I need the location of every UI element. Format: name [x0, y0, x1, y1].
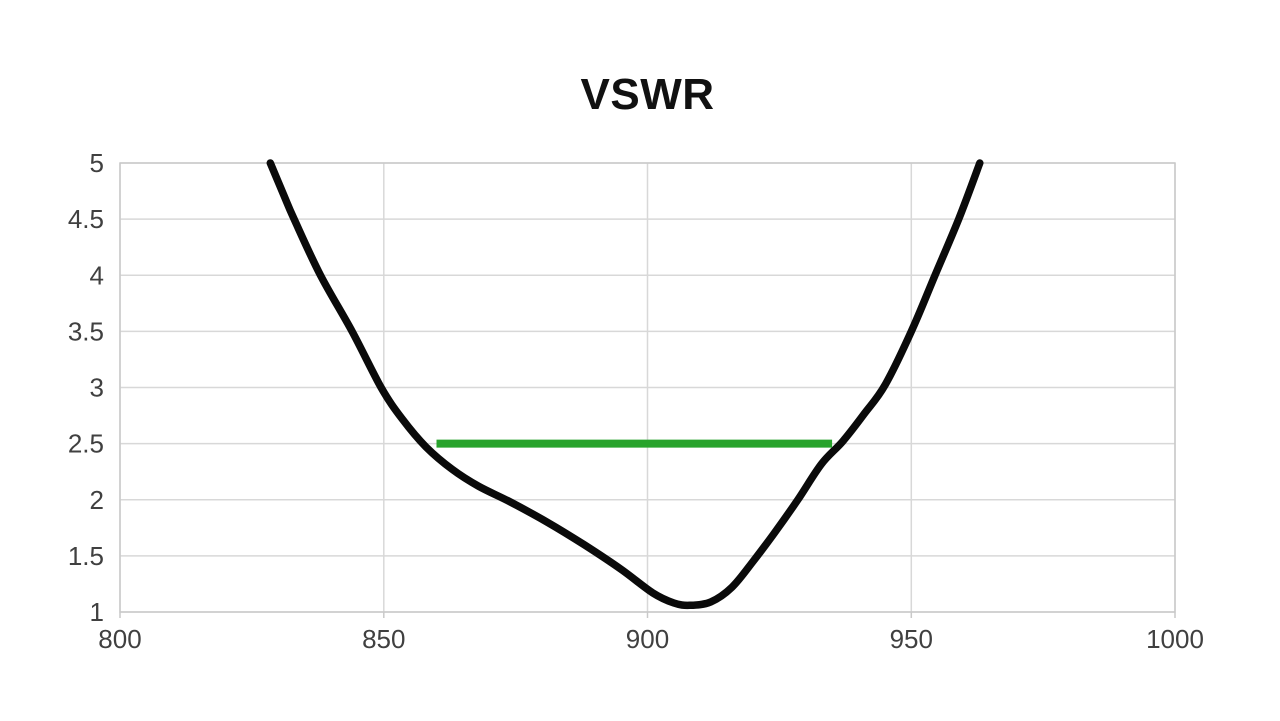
chart-title: VSWR [580, 70, 715, 119]
label-layer: 1 1.5 2 2.5 3 3.5 4 4.5 5 800 850 900 950 1000 [68, 148, 1204, 654]
y-tick-label: 2 [90, 485, 104, 515]
plot-border [119, 162, 1176, 613]
x-tick-label: 850 [362, 624, 405, 654]
grid-layer [119, 162, 1176, 613]
x-tick-label: 950 [890, 624, 933, 654]
y-tick-label: 4.5 [68, 204, 104, 234]
vswr-curve [266, 159, 984, 610]
y-tick-label: 1.5 [68, 541, 104, 571]
x-tick-label: 900 [626, 624, 669, 654]
y-tick-label: 4 [90, 260, 104, 290]
axis-layer [119, 162, 1176, 618]
y-tick-label: 3.5 [68, 316, 104, 346]
x-tick-label: 1000 [1146, 624, 1204, 654]
x-tick-label: 800 [98, 624, 141, 654]
y-tick-label: 1 [90, 597, 104, 627]
series-layer [266, 159, 984, 610]
y-tick-label: 2.5 [68, 429, 104, 459]
y-tick-label: 3 [90, 373, 104, 403]
y-tick-label: 5 [90, 148, 104, 178]
